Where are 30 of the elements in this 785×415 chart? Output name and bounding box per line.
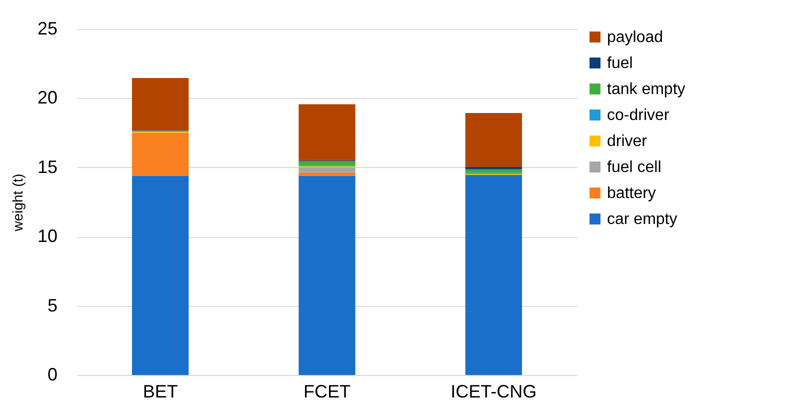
bar [465, 166, 522, 170]
bar [465, 113, 522, 167]
y-tick-label: 20 [37, 88, 58, 108]
legend-label: battery [607, 185, 656, 202]
legend-label: co-driver [607, 107, 670, 124]
x-tick-label: BET [142, 382, 178, 402]
y-tick-label: 5 [47, 295, 58, 316]
bar [298, 176, 356, 375]
legend-label: tank empty [607, 81, 686, 98]
bar [465, 175, 522, 375]
y-tick-label: 0 [47, 364, 58, 384]
bar [132, 78, 189, 131]
bar [132, 132, 189, 176]
bar [298, 104, 356, 160]
x-tick-label: FCET [304, 382, 350, 402]
y-tick-label: 25 [37, 18, 58, 38]
x-tick-label: ICET-CNG [450, 382, 537, 402]
bar [132, 176, 189, 375]
legend-label: driver [607, 133, 648, 150]
legend-label: fuel cell [607, 159, 662, 176]
legend-label: payload [607, 29, 664, 46]
bar [465, 169, 522, 173]
legend-label: car empty [607, 211, 678, 228]
y-tick-label: 10 [37, 226, 58, 246]
bar [298, 167, 356, 172]
bar [298, 172, 356, 176]
y-axis-title: weight (t) [9, 174, 26, 232]
legend-label: fuel [607, 55, 633, 72]
bar [298, 161, 356, 166]
y-tick-label: 15 [37, 156, 58, 177]
